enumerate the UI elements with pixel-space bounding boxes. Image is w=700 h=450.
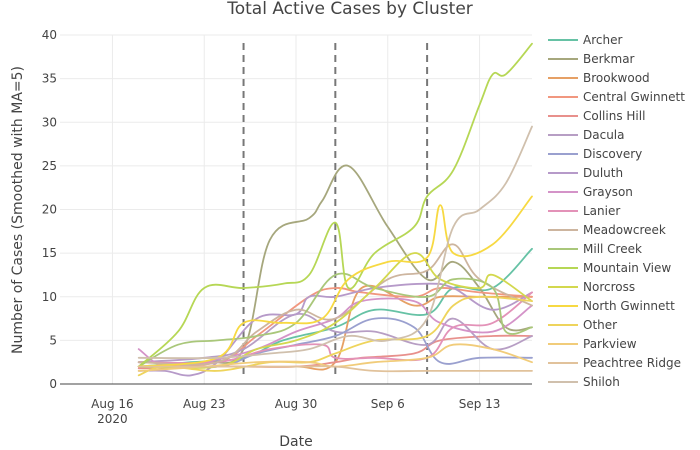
series-line-other (137, 295, 533, 377)
legend-item-lanier[interactable]: Lanier (548, 204, 620, 218)
legend-item-mountain-view[interactable]: Mountain View (548, 261, 671, 275)
chart-title: Total Active Cases by Cluster (226, 0, 473, 19)
y-axis-title: Number of Cases (Smoothed with MA=5) (10, 66, 26, 354)
series-line-peachtree-ridge (137, 365, 533, 373)
legend-label: Mountain View (583, 261, 671, 275)
x-tick-label: Sep 6 (371, 397, 405, 411)
y-tick-label: 20 (42, 203, 57, 217)
y-tick-label: 10 (42, 290, 57, 304)
legend-item-collins-hill[interactable]: Collins Hill (548, 109, 645, 123)
legend-label: Mill Creek (583, 242, 642, 256)
legend-item-north-gwinnett[interactable]: North Gwinnett (548, 299, 675, 313)
legend-label: Grayson (583, 185, 633, 199)
series-line-north-gwinnett (137, 195, 533, 368)
legend-item-discovery[interactable]: Discovery (548, 147, 642, 161)
legend-item-parkview[interactable]: Parkview (548, 337, 637, 351)
x-tick-label: Aug 16 (91, 397, 134, 411)
legend-item-grayson[interactable]: Grayson (548, 185, 633, 199)
legend-label: Norcross (583, 280, 635, 294)
legend-item-central-gwinnett[interactable]: Central Gwinnett (548, 90, 685, 104)
legend-label: Meadowcreek (583, 223, 666, 237)
legend-item-meadowcreek[interactable]: Meadowcreek (548, 223, 666, 237)
legend-label: Discovery (583, 147, 642, 161)
legend-label: Brookwood (583, 71, 650, 85)
legend-label: Collins Hill (583, 109, 645, 123)
y-tick-label: 35 (42, 72, 57, 86)
legend-label: North Gwinnett (583, 299, 675, 313)
legend-label: Archer (583, 33, 622, 47)
series-layer (137, 42, 533, 377)
x-tick-label: Sep 13 (459, 397, 501, 411)
y-tick-label: 25 (42, 159, 57, 173)
legend-item-berkmar[interactable]: Berkmar (548, 52, 635, 66)
legend-item-mill-creek[interactable]: Mill Creek (548, 242, 642, 256)
legend-item-other[interactable]: Other (548, 318, 617, 332)
legend[interactable]: Archer Berkmar Brookwood Central Gwinnett Co… (548, 33, 685, 389)
legend-item-duluth[interactable]: Duluth (548, 166, 623, 180)
legend-item-shiloh[interactable]: Shiloh (548, 375, 620, 389)
legend-label: Dacula (583, 128, 624, 142)
legend-label: Shiloh (583, 375, 620, 389)
y-tick-label: 0 (49, 377, 57, 391)
y-tick-label: 15 (42, 246, 57, 260)
x-tick-label: Aug 23 (183, 397, 226, 411)
legend-item-peachtree-ridge[interactable]: Peachtree Ridge (548, 356, 681, 370)
series-line-parkview (137, 343, 533, 372)
legend-item-archer[interactable]: Archer (548, 33, 622, 47)
legend-item-brookwood[interactable]: Brookwood (548, 71, 650, 85)
legend-label: Parkview (583, 337, 637, 351)
legend-label: Lanier (583, 204, 620, 218)
legend-label: Peachtree Ridge (583, 356, 681, 370)
x-axis-title: Date (279, 434, 312, 450)
legend-label: Central Gwinnett (583, 90, 685, 104)
legend-item-dacula[interactable]: Dacula (548, 128, 624, 142)
x-tick-sublabel: 2020 (97, 412, 128, 426)
series-line-mountain-view (137, 42, 533, 368)
series-line-duluth (137, 282, 533, 377)
legend-label: Berkmar (583, 52, 635, 66)
y-tick-label: 40 (42, 28, 57, 42)
legend-label: Other (583, 318, 617, 332)
y-tick-label: 5 (49, 333, 57, 347)
legend-label: Duluth (583, 166, 623, 180)
x-tick-label: Aug 30 (275, 397, 318, 411)
series-line-shiloh (137, 125, 533, 360)
y-tick-label: 30 (42, 115, 57, 129)
legend-item-norcross[interactable]: Norcross (548, 280, 635, 294)
series-line-discovery (137, 317, 533, 369)
